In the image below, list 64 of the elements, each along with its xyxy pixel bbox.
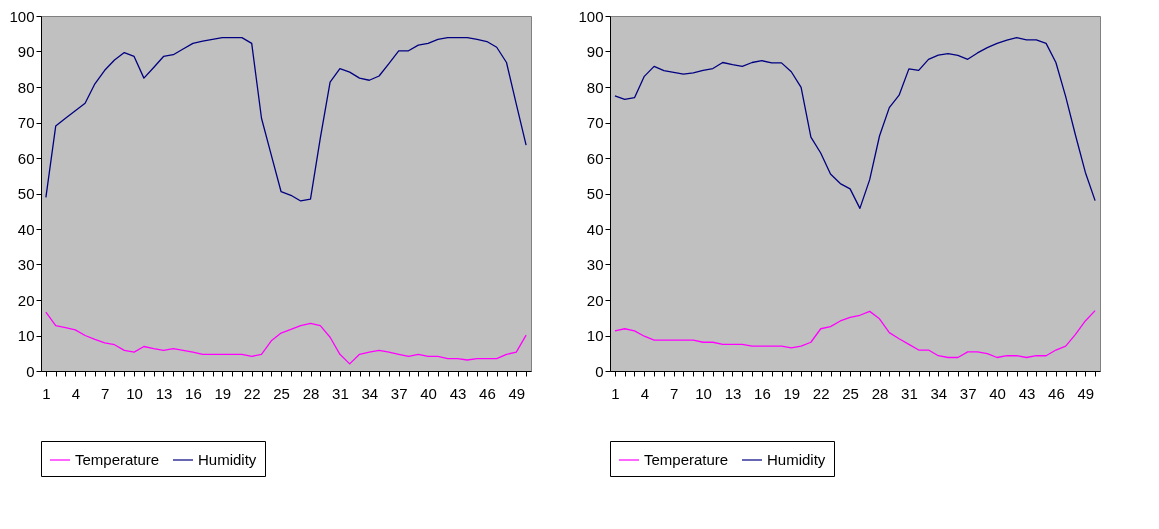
y-tick-label: 20: [17, 291, 35, 309]
x-tick-label: 10: [695, 384, 712, 402]
x-tick-label: 4: [640, 384, 649, 402]
x-tick-label: 28: [302, 384, 320, 402]
x-tick-label: 19: [214, 384, 232, 402]
x-tick-label: 22: [243, 384, 261, 402]
x-tick-label: 25: [842, 384, 859, 402]
y-tick-label: 70: [17, 114, 35, 131]
y-tick-label: 60: [586, 149, 604, 167]
legend-label: Humidity: [198, 451, 257, 468]
y-tick-label: 80: [17, 78, 35, 96]
y-tick-label: 20: [586, 291, 604, 309]
x-tick-label: 43: [449, 384, 467, 402]
y-tick-label: 40: [17, 220, 35, 238]
y-tick-label: 10: [586, 327, 604, 344]
y-tick-label: 50: [17, 185, 35, 202]
x-tick-label: 43: [1018, 384, 1036, 402]
x-tick-label: 34: [930, 384, 948, 402]
x-tick-label: 49: [1077, 384, 1095, 402]
x-tick-label: 22: [812, 384, 830, 402]
line-series: [614, 310, 1096, 359]
y-tick-label: 40: [586, 220, 604, 238]
y-tick-label: 70: [586, 114, 604, 131]
y-tick-label: 80: [586, 78, 604, 96]
x-tick-label: 46: [1048, 384, 1065, 402]
y-tick-label: 90: [586, 43, 604, 60]
y-tick-label: 60: [17, 149, 35, 167]
x-tick-label: 13: [155, 384, 173, 402]
x-tick-label: 1: [42, 384, 51, 402]
y-tick-label: 90: [17, 43, 35, 60]
x-tick-label: 7: [101, 384, 110, 402]
y-tick-label: 100: [9, 7, 35, 25]
x-tick-label: 37: [959, 384, 977, 402]
x-tick-label: 40: [989, 384, 1006, 402]
line-series: [614, 37, 1096, 210]
x-tick-label: 40: [420, 384, 437, 402]
y-tick-label: 0: [595, 362, 604, 380]
x-tick-label: 37: [390, 384, 408, 402]
y-tick-label: 30: [586, 256, 604, 273]
x-tick-label: 16: [185, 384, 202, 402]
x-tick-label: 10: [126, 384, 143, 402]
legend-label: Humidity: [767, 451, 826, 468]
x-tick-label: 16: [754, 384, 771, 402]
legend-label: Temperature: [75, 451, 160, 468]
y-tick-label: 30: [17, 256, 35, 273]
x-tick-label: 28: [871, 384, 889, 402]
x-tick-label: 19: [783, 384, 801, 402]
x-tick-label: 7: [670, 384, 679, 402]
line-series: [45, 37, 527, 202]
x-tick-label: 1: [611, 384, 620, 402]
y-tick-label: 50: [586, 185, 604, 202]
x-tick-label: 31: [901, 384, 918, 402]
y-tick-label: 10: [17, 327, 35, 344]
line-series: [45, 311, 527, 365]
legend-label: Temperature: [644, 451, 729, 468]
x-tick-label: 25: [273, 384, 290, 402]
x-tick-label: 46: [479, 384, 496, 402]
x-tick-label: 31: [332, 384, 349, 402]
x-tick-label: 13: [724, 384, 742, 402]
x-tick-label: 49: [508, 384, 526, 402]
x-tick-label: 4: [71, 384, 80, 402]
y-tick-label: 0: [26, 362, 35, 380]
y-tick-label: 100: [578, 7, 604, 25]
x-tick-label: 34: [361, 384, 379, 402]
